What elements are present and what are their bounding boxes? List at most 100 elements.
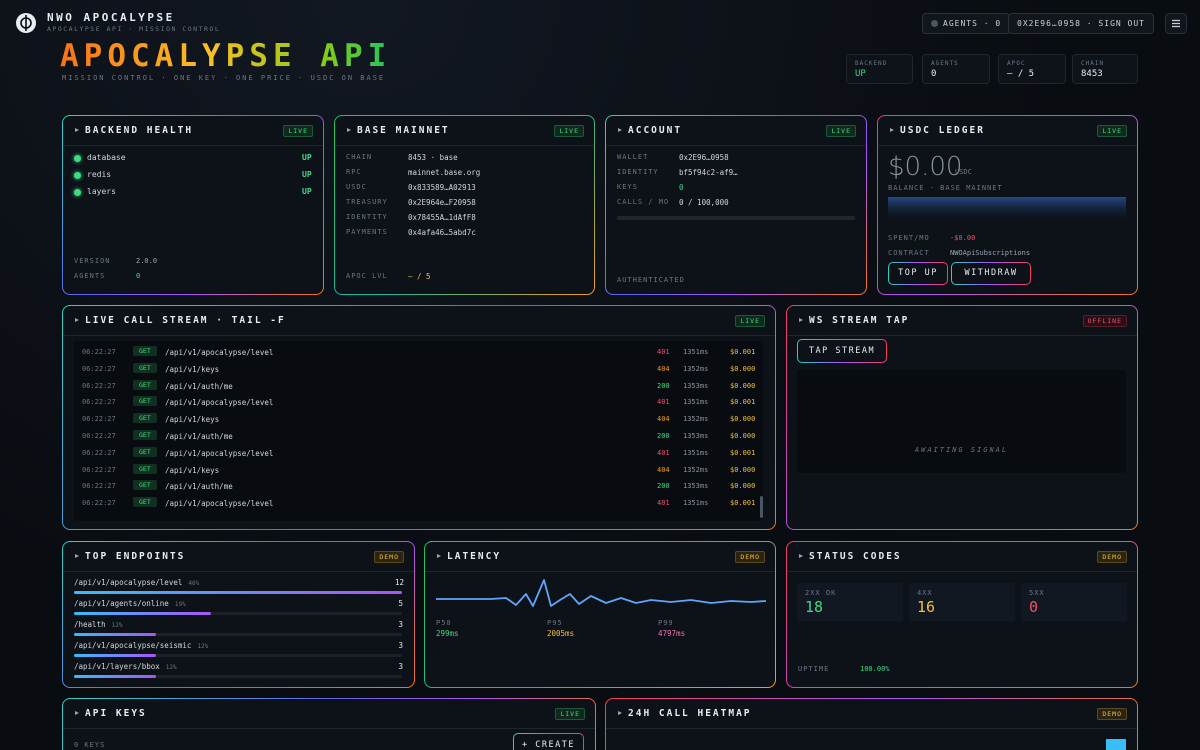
info-value: 2.0.0 <box>136 257 158 265</box>
panel-title: LATENCY <box>447 551 502 562</box>
log-method: GET <box>133 396 157 407</box>
log-status: 401 <box>657 448 670 457</box>
service-name: database <box>87 153 126 162</box>
log-cost: $0.000 <box>730 465 756 474</box>
header-arrow <box>799 318 803 322</box>
log-status: 404 <box>657 364 670 373</box>
panel-header: LATENCY DEMO <box>425 542 775 572</box>
row-value: 8453 · base <box>408 153 458 162</box>
stat-value: 8453 <box>1081 69 1103 79</box>
header-arrow <box>75 554 79 558</box>
bar-track <box>74 654 402 657</box>
row-value: 0x2E964e…F20958 <box>408 198 476 207</box>
log-path: /api/v1/keys <box>165 465 220 475</box>
row-value: NWOApiSubscriptions <box>950 249 1031 257</box>
stat-value: UP <box>855 69 866 79</box>
log-status: 401 <box>657 499 670 508</box>
panel-header: BASE MAINNET LIVE <box>335 116 594 146</box>
stat-box: AGENTS 0 <box>922 54 990 84</box>
hero-tagline: MISSION CONTROL · ONE KEY · ONE PRICE · … <box>62 74 386 82</box>
panel-title: ACCOUNT <box>628 125 683 136</box>
scrollbar-thumb <box>760 496 763 518</box>
log-status: 404 <box>657 415 670 424</box>
log-method: GET <box>133 463 157 474</box>
service-status: UP <box>302 187 312 196</box>
code-box: 4XX 16 <box>909 583 1015 621</box>
panel-badge: DEMO <box>374 551 404 563</box>
usdc-ledger-panel: USDC LEDGER LIVE $0.00 USDC BALANCE · BASE M… <box>877 115 1138 295</box>
endpoint-count: 3 <box>398 620 403 629</box>
brand: NWO APOCALYPSE <box>47 11 175 24</box>
panel-badge: LIVE <box>735 315 765 327</box>
log-cost: $0.001 <box>730 398 756 407</box>
log-path: /api/v1/apocalypse/level <box>165 499 274 509</box>
log-method: GET <box>133 497 157 508</box>
panel-header: USDC LEDGER LIVE <box>878 116 1137 146</box>
key-count: 0 KEYS <box>74 741 106 749</box>
panel-badge: DEMO <box>1097 708 1127 720</box>
endpoint-bar <box>74 591 402 594</box>
code-label: 2XX OK <box>805 589 837 597</box>
row-value: -$0.00 <box>950 234 976 242</box>
row-value: bf5f94c2-af9… <box>679 168 738 177</box>
latency-panel: LATENCY DEMO P50 299ms P95 2005ms P99 4797ms <box>424 541 776 688</box>
panel-badge: DEMO <box>1097 551 1127 563</box>
brand-subtitle: APOCALYPSE API · MISSION CONTROL <box>47 25 221 33</box>
tap-button[interactable]: TAP STREAM <box>797 339 887 363</box>
code-label: 4XX <box>917 589 933 597</box>
row-label: CONTRACT <box>888 249 930 257</box>
code-value: 18 <box>805 598 824 616</box>
log-cost: $0.000 <box>730 432 756 440</box>
uptime-label: UPTIME <box>798 665 830 673</box>
agents-button[interactable]: AGENTS · 0 <box>922 13 1011 34</box>
header-arrow <box>75 128 79 132</box>
log-cost: $0.000 <box>730 482 756 491</box>
api-keys-panel: API KEYS LIVE 0 KEYS + CREATE <box>62 698 596 750</box>
ledger-button[interactable]: TOP UP <box>888 262 948 285</box>
status-dot <box>931 20 938 27</box>
panel-title: BACKEND HEALTH <box>85 125 194 136</box>
ledger-button[interactable]: WITHDRAW <box>951 262 1031 285</box>
bar-track <box>74 675 402 678</box>
logo[interactable] <box>14 11 38 35</box>
log-cost: $0.000 <box>730 364 756 373</box>
status-dot <box>74 155 81 162</box>
create-button[interactable]: + CREATE <box>513 733 584 750</box>
account-button[interactable]: 0X2E96…0958 · SIGN OUT <box>1008 13 1154 34</box>
endpoint-count: 3 <box>398 641 403 650</box>
service-status: UP <box>302 153 312 162</box>
log-cost: $0.000 <box>730 415 756 424</box>
header-arrow <box>618 711 622 715</box>
row-value: 0x78455A…1dAfF8 <box>408 213 476 222</box>
service-status: UP <box>302 170 312 179</box>
panel-header: STATUS CODES DEMO <box>787 542 1137 572</box>
log-latency: 1352ms <box>683 465 709 474</box>
log-cost: $0.001 <box>730 499 756 508</box>
auth-status: AUTHENTICATED <box>617 276 685 284</box>
heatmap-cell <box>1106 739 1126 750</box>
log-time: 06:22:27 <box>82 482 116 491</box>
endpoint-path: /api/v1/apocalypse/seismic 12% <box>74 641 209 650</box>
row-value: 0x2E96…0958 <box>679 153 729 162</box>
log-status: 401 <box>657 348 670 356</box>
row-label: USDC <box>346 183 367 191</box>
panel-header: LIVE CALL STREAM · TAIL -F LIVE <box>63 306 775 336</box>
panel-header: API KEYS LIVE <box>63 699 595 729</box>
row-label: PAYMENTS <box>346 228 388 236</box>
apoc-value: — / 5 <box>408 272 431 281</box>
panel-header: TOP ENDPOINTS DEMO <box>63 542 414 572</box>
panel-badge: LIVE <box>283 125 313 137</box>
endpoint-bar <box>74 675 156 678</box>
menu-button[interactable] <box>1165 13 1187 34</box>
panel-title: TOP ENDPOINTS <box>85 551 186 562</box>
balance-unit: USDC <box>955 168 972 176</box>
row-label: CHAIN <box>346 153 373 161</box>
header-arrow <box>347 128 351 132</box>
panel-title: 24H CALL HEATMAP <box>628 708 752 719</box>
log-time: 06:22:27 <box>82 415 116 424</box>
call-stream-panel: LIVE CALL STREAM · TAIL -F LIVE 06:22:27 GE… <box>62 305 776 530</box>
percentile-label: P50 <box>436 619 452 627</box>
panel-badge: LIVE <box>554 125 584 137</box>
row-label: IDENTITY <box>346 213 388 221</box>
